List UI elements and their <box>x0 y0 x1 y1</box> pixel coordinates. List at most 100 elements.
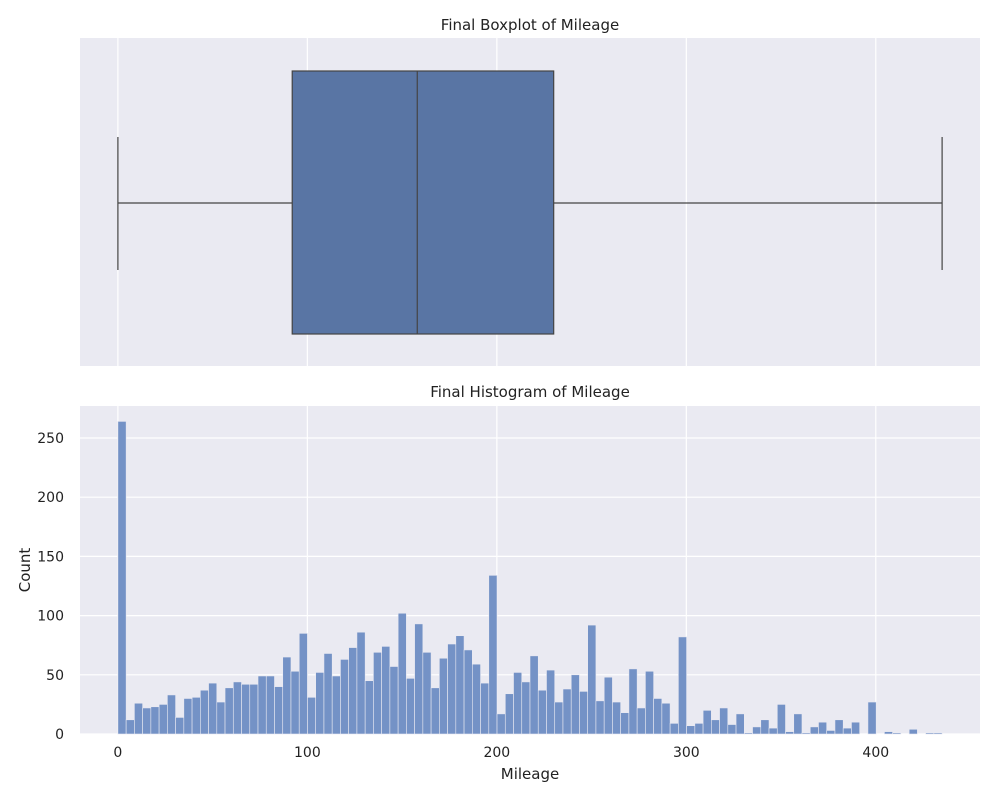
histogram-bar <box>175 717 185 735</box>
histogram-bar <box>529 655 539 735</box>
histogram-bar <box>364 680 374 735</box>
histogram-bar <box>216 701 226 735</box>
histogram-bar <box>702 710 712 735</box>
histogram-bar <box>826 730 836 735</box>
histogram-bar <box>414 623 424 735</box>
histogram-bar <box>167 694 176 735</box>
histogram-bar <box>282 656 292 735</box>
histogram-bar <box>298 633 308 735</box>
histogram-bar <box>241 683 251 735</box>
histogram-bar <box>513 672 523 735</box>
histogram-bar <box>669 723 679 735</box>
histogram-bar <box>208 682 218 735</box>
histogram-bar <box>579 691 588 735</box>
histogram-bar <box>389 666 399 735</box>
histogram-bar <box>801 732 811 735</box>
histogram-bar <box>521 681 531 735</box>
histogram-bar <box>439 657 448 735</box>
histogram-bar <box>274 686 284 735</box>
histogram-x-tick-label: 200 <box>483 745 510 761</box>
histogram-bar <box>562 688 572 735</box>
histogram-bar <box>612 701 621 735</box>
histogram-panel: 0 100 200 300 400 0 50 100 150 200 250 Final Hist… <box>16 383 980 783</box>
histogram-bar <box>554 701 564 735</box>
histogram-bar <box>290 670 300 735</box>
histogram-bar <box>785 731 795 735</box>
histogram-bar <box>158 704 168 735</box>
histogram-bar <box>587 624 597 735</box>
histogram-bar <box>422 651 432 735</box>
histogram-bar <box>356 631 366 735</box>
histogram-bar <box>933 732 943 735</box>
histogram-bar <box>488 575 498 735</box>
histogram-bar <box>603 676 613 735</box>
histogram-bar <box>257 675 267 735</box>
histogram-bar <box>472 663 481 735</box>
histogram-bar <box>661 702 671 735</box>
histogram-bar <box>504 693 514 735</box>
histogram-bar <box>142 707 152 735</box>
histogram-y-tick-labels: 0 50 100 150 200 250 <box>37 431 64 743</box>
histogram-bar <box>645 670 654 735</box>
histogram-bar <box>331 675 341 735</box>
histogram-bar <box>480 682 490 735</box>
histogram-bar <box>735 713 745 735</box>
histogram-x-tick-label: 0 <box>113 745 122 761</box>
histogram-bar <box>686 725 696 735</box>
histogram-bar <box>447 643 457 735</box>
histogram-bar <box>232 681 242 735</box>
histogram-bar <box>925 732 935 735</box>
histogram-x-tick-label: 400 <box>862 745 889 761</box>
histogram-bar <box>406 678 415 735</box>
histogram-bar <box>125 719 135 735</box>
histogram-bar <box>315 672 325 735</box>
histogram-bar <box>653 698 663 735</box>
histogram-bar <box>397 612 407 735</box>
histogram-bar <box>463 649 473 735</box>
histogram-x-tick-label: 300 <box>673 745 700 761</box>
histogram-bar <box>595 700 605 735</box>
histogram-bar <box>307 696 317 735</box>
histogram-bar <box>628 668 638 735</box>
histogram-x-tick-label: 100 <box>294 745 321 761</box>
histogram-bar <box>249 683 259 735</box>
histogram-bar <box>224 687 234 735</box>
histogram-bar <box>546 669 556 735</box>
histogram-y-tick-label: 100 <box>37 609 64 625</box>
histogram-bar <box>884 731 893 735</box>
histogram-bar <box>752 726 762 735</box>
histogram-y-tick-label: 50 <box>46 668 64 684</box>
histogram-bar <box>430 687 440 735</box>
histogram-y-tick-label: 0 <box>55 727 64 743</box>
histogram-bar <box>117 421 127 735</box>
histogram-bar <box>265 675 275 735</box>
histogram-bar <box>743 732 753 735</box>
histogram-bar <box>496 713 506 735</box>
histogram-bar <box>381 646 391 735</box>
histogram-bar <box>570 674 580 735</box>
iqr-box <box>291 70 555 335</box>
histogram-y-axis-label: Count <box>16 548 34 593</box>
histogram-bar <box>537 689 547 735</box>
histogram-bar <box>892 732 902 735</box>
histogram-bar <box>719 707 729 735</box>
histogram-bar <box>842 727 852 735</box>
histogram-title: Final Histogram of Mileage <box>430 383 630 401</box>
histogram-bar <box>818 721 828 735</box>
boxplot-title: Final Boxplot of Mileage <box>441 16 619 34</box>
histogram-bar <box>183 698 193 735</box>
histogram-bar <box>809 726 819 735</box>
boxplot-panel: Final Boxplot of Mileage <box>80 16 980 366</box>
histogram-bar <box>768 727 778 735</box>
histogram-bars <box>117 421 943 735</box>
histogram-bar <box>348 647 358 735</box>
histogram-x-tick-labels: 0 100 200 300 400 <box>113 745 889 761</box>
histogram-bar <box>793 713 803 735</box>
histogram-bar <box>760 719 770 735</box>
histogram-bar <box>340 659 349 735</box>
histogram-bar <box>867 701 877 735</box>
histogram-bar <box>134 702 143 735</box>
histogram-bar <box>908 728 918 735</box>
histogram-bar <box>323 653 333 735</box>
